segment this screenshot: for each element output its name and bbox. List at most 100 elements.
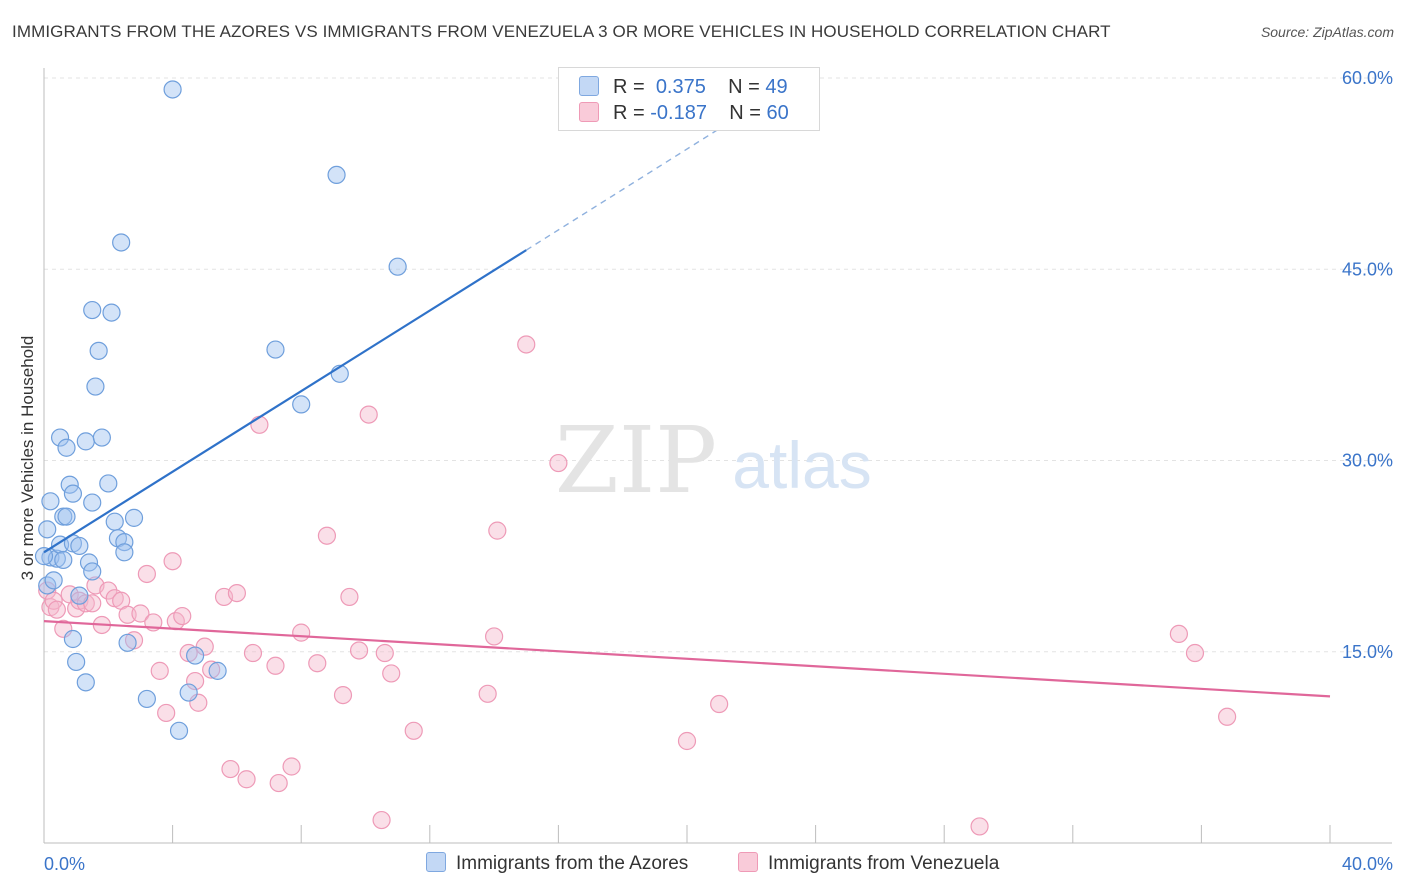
r-value-venezuela: -0.187 <box>650 102 707 124</box>
venezuela-point <box>186 671 205 691</box>
venezuela-point <box>243 643 263 663</box>
y-axis-label: 3 or more Vehicles in Household <box>18 335 37 581</box>
venezuela-point <box>970 817 989 836</box>
venezuela-point <box>47 600 66 619</box>
azores-point <box>115 532 134 552</box>
azores-point <box>92 428 111 447</box>
azores-points <box>34 80 407 740</box>
y-tick-label: 15.0% <box>1342 642 1393 662</box>
azores-point <box>292 395 311 414</box>
venezuela-point <box>677 731 697 751</box>
venezuela-point <box>237 770 256 789</box>
r-value-azores: 0.375 <box>655 76 706 98</box>
venezuela-point <box>517 335 536 354</box>
n-label: N = <box>728 76 760 98</box>
venezuela-point <box>488 521 507 540</box>
venezuela-trend-line <box>43 620 1331 698</box>
azores-point <box>137 689 156 709</box>
chart-title: IMMIGRANTS FROM THE AZORES VS IMMIGRANTS… <box>12 22 1111 41</box>
gridlines <box>44 77 1392 653</box>
azores-point <box>99 474 118 493</box>
azores-point <box>208 661 227 680</box>
venezuela-legend-icon <box>738 852 758 872</box>
venezuela-point <box>372 810 391 830</box>
watermark-zip: ZIP <box>555 407 717 514</box>
azores-point <box>89 341 108 360</box>
watermark-atlas: atlas <box>732 428 871 502</box>
venezuela-swatch-icon <box>579 102 599 122</box>
venezuela-point <box>349 641 369 660</box>
venezuela-point <box>266 656 285 675</box>
azores-legend-icon <box>426 852 446 872</box>
azores-point <box>102 303 121 322</box>
azores-point <box>179 683 198 702</box>
azores-point <box>70 536 89 556</box>
venezuela-point <box>269 773 288 793</box>
azores-point <box>76 432 95 451</box>
legend-item-azores: Immigrants from the Azores <box>426 852 688 875</box>
azores-point <box>169 721 189 740</box>
venezuela-point <box>404 721 423 740</box>
azores-point <box>76 673 95 692</box>
azores-point <box>44 571 63 590</box>
x-tick-label: 40.0% <box>1342 854 1393 874</box>
y-tick-label: 60.0% <box>1342 68 1393 88</box>
correlation-legend: R = 0.375 N = 49 R = -0.187 N = 60 <box>558 67 820 131</box>
venezuela-point <box>1185 643 1205 663</box>
azores-point <box>57 438 76 457</box>
azores-point <box>38 520 57 539</box>
r-label: R = <box>613 102 645 124</box>
azores-point <box>83 493 102 512</box>
venezuela-point <box>485 627 504 646</box>
venezuela-point <box>137 564 156 584</box>
venezuela-point <box>292 623 311 642</box>
n-value-azores: 49 <box>765 76 788 98</box>
azores-point <box>115 543 134 562</box>
venezuela-point <box>173 606 192 626</box>
azores-point <box>54 550 73 570</box>
azores-point <box>388 257 407 276</box>
venezuela-point <box>221 759 240 779</box>
azores-point <box>50 428 70 447</box>
venezuela-point <box>308 654 327 673</box>
azores-point <box>63 629 83 649</box>
azores-point <box>112 233 131 252</box>
azores-point <box>118 633 137 652</box>
venezuela-point <box>1169 624 1188 644</box>
legend-row-venezuela: R = -0.187 N = 60 <box>579 102 789 126</box>
azores-point <box>105 512 124 531</box>
x-tick-label: 0.0% <box>44 854 85 874</box>
n-value-venezuela: 60 <box>766 102 789 124</box>
axes <box>43 68 1392 844</box>
venezuela-point <box>150 661 169 680</box>
azores-point <box>86 377 105 396</box>
r-label: R = <box>613 76 645 98</box>
azores-point <box>67 652 86 672</box>
venezuela-point <box>710 694 729 714</box>
azores-point <box>186 646 205 665</box>
venezuela-point <box>282 757 301 776</box>
azores-point <box>327 165 346 184</box>
azores-point <box>63 484 83 503</box>
venezuela-point <box>250 415 269 434</box>
venezuela-point <box>359 405 378 424</box>
legend-row-azores: R = 0.375 N = 49 <box>579 76 788 100</box>
y-tick-label: 30.0% <box>1342 451 1393 471</box>
azores-point <box>83 562 102 581</box>
azores-point <box>41 492 60 511</box>
venezuela-point <box>1218 707 1237 726</box>
venezuela-point <box>549 453 568 473</box>
legend-label-venezuela: Immigrants from Venezuela <box>768 853 1000 874</box>
azores-point <box>70 586 89 605</box>
azores-trend-extension <box>525 108 752 251</box>
venezuela-point <box>478 684 497 703</box>
tick-labels: 15.0% 30.0% 45.0% 60.0% 0.0% 40.0% <box>44 68 1393 874</box>
legend-label-azores: Immigrants from the Azores <box>456 853 689 874</box>
azores-point <box>163 80 182 99</box>
venezuela-point <box>317 526 337 545</box>
source-label: Source: ZipAtlas.com <box>1260 24 1394 40</box>
venezuela-point <box>333 685 353 705</box>
venezuela-point <box>157 703 176 723</box>
azores-point <box>34 547 54 566</box>
